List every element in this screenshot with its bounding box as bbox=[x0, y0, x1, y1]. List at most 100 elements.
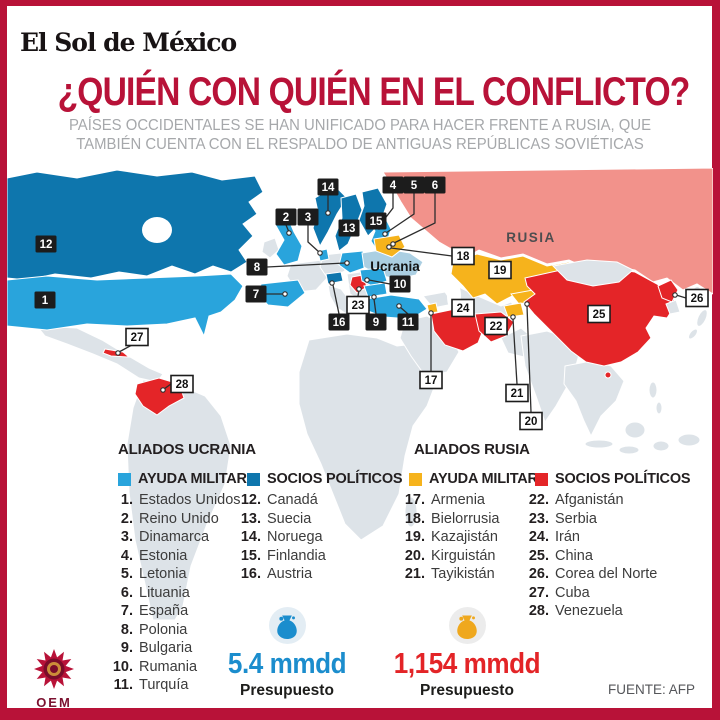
frame-border-bottom bbox=[0, 708, 720, 720]
russia-military-label: AYUDA MILITAR bbox=[429, 471, 538, 487]
money-bag-icon bbox=[268, 607, 306, 644]
ukraine-military-legend: AYUDA MILITAR bbox=[118, 471, 247, 487]
country-new-guinea bbox=[677, 433, 701, 447]
russia-political-legend: SOCIOS POLÍTICOS bbox=[535, 471, 691, 487]
country-japan bbox=[688, 328, 698, 340]
country-philippines bbox=[655, 401, 663, 415]
map-label-20: 20 bbox=[519, 411, 543, 431]
ukraine-budget: 5.4 mmdd Presupuesto bbox=[199, 607, 375, 700]
connector-lines bbox=[115, 193, 687, 413]
masthead-logo: El Sol de México bbox=[20, 28, 237, 57]
ukraine-military-list: 1. Estados Unidos 2. Reino Unido 3. Dinamar… bbox=[107, 491, 241, 695]
list-item: 6. Lituania bbox=[120, 584, 190, 601]
country-south-korea bbox=[665, 299, 681, 315]
list-item: 21. Tayikistán bbox=[404, 566, 495, 582]
map-label-21: 21 bbox=[505, 383, 529, 403]
svg-text:5: 5 bbox=[411, 180, 418, 192]
russia-political-label: SOCIOS POLÍTICOS bbox=[555, 471, 691, 487]
svg-text:28: 28 bbox=[176, 379, 189, 391]
list-item: 2. Reino Unido bbox=[120, 510, 219, 527]
svg-text:20: 20 bbox=[525, 416, 538, 428]
svg-text:15: 15 bbox=[370, 216, 383, 228]
svg-text:8: 8 bbox=[254, 262, 261, 274]
map-label-8: 8 bbox=[246, 258, 268, 276]
russia-political-list: 22. Afganistán 23. Serbia 24. Irán 25. China… bbox=[523, 491, 658, 621]
ukraine-map-label: Ucrania bbox=[370, 259, 420, 274]
country-africa bbox=[298, 333, 438, 541]
svg-text:3: 3 bbox=[305, 212, 311, 224]
map-label-6: 6 bbox=[424, 176, 446, 194]
list-item: 20. Kirguistán bbox=[404, 547, 496, 564]
svg-text:17: 17 bbox=[425, 375, 438, 387]
russia-military-list: 17. Armenia 18. Bielorrusia 19. Kazajistán … bbox=[399, 491, 500, 584]
map-label-13: 13 bbox=[338, 219, 360, 237]
oem-sun-icon bbox=[34, 649, 74, 689]
subtitle-line-2: TAMBIÉN CUENTA CON EL RESPALDO DE ANTIGU… bbox=[76, 136, 644, 153]
list-item: 1. Estados Unidos bbox=[120, 492, 241, 508]
map-label-16: 16 bbox=[328, 313, 350, 331]
list-item: 28. Venezuela bbox=[528, 603, 623, 619]
frame-border-top bbox=[0, 0, 720, 6]
budget-amount: 5.4 mmdd bbox=[227, 648, 347, 680]
russia-map-label: RUSIA bbox=[506, 230, 556, 245]
map-label-11: 11 bbox=[397, 313, 419, 331]
country-japan bbox=[696, 309, 708, 327]
map-label-27: 27 bbox=[125, 327, 149, 347]
country-indonesia bbox=[618, 445, 640, 455]
svg-text:18: 18 bbox=[457, 251, 470, 263]
subtitle: PAÍSES OCCIDENTALES SE HAN UNIFICADO PAR… bbox=[25, 116, 695, 154]
ukraine-political-swatch bbox=[247, 472, 260, 486]
country-madagascar bbox=[404, 496, 418, 528]
country-armenia bbox=[426, 302, 439, 314]
svg-text:23: 23 bbox=[352, 300, 365, 312]
map-label-9: 9 bbox=[365, 313, 387, 331]
ukraine-allies-heading: ALIADOS UCRANIA bbox=[118, 441, 256, 458]
money-bag-icon bbox=[448, 607, 486, 644]
page-title: ¿QUIÉN CON QUIÉN EN EL CONFLICTO? bbox=[57, 70, 691, 114]
map-label-5: 5 bbox=[403, 176, 425, 194]
map-label-2: 2 bbox=[275, 208, 297, 226]
map-label-26: 26 bbox=[685, 288, 709, 308]
country-borneo bbox=[624, 421, 646, 439]
svg-text:19: 19 bbox=[494, 265, 507, 277]
list-item: 24. Irán bbox=[528, 529, 580, 545]
map-label-22: 22 bbox=[484, 316, 508, 336]
subtitle-line-1: PAÍSES OCCIDENTALES SE HAN UNIFICADO PAR… bbox=[68, 117, 652, 134]
ukraine-political-list: 12. Canadá 13. Suecia 14. Noruega 15. Finlan… bbox=[235, 491, 326, 584]
country-canada bbox=[7, 169, 264, 281]
frame-border-right bbox=[712, 0, 720, 720]
map-label-17: 17 bbox=[419, 370, 443, 390]
country-mongolia bbox=[551, 259, 634, 287]
map-label-7: 7 bbox=[245, 285, 267, 303]
list-item: 23. Serbia bbox=[528, 510, 597, 527]
ukraine-political-legend: SOCIOS POLÍTICOS bbox=[247, 471, 403, 487]
map-label-1: 1 bbox=[34, 291, 56, 309]
budget-caption: Presupuesto bbox=[240, 682, 334, 699]
map-label-19: 19 bbox=[488, 260, 512, 280]
country-usa bbox=[7, 273, 244, 338]
list-item: 3. Dinamarca bbox=[120, 529, 210, 545]
country-philippines bbox=[648, 381, 658, 399]
frame-border-left bbox=[0, 0, 7, 720]
svg-text:13: 13 bbox=[343, 223, 356, 235]
list-item: 16. Austria bbox=[240, 566, 313, 582]
ukraine-military-swatch bbox=[118, 472, 131, 486]
svg-text:22: 22 bbox=[490, 321, 503, 333]
list-item: 19. Kazajistán bbox=[404, 529, 498, 545]
map-label-18: 18 bbox=[451, 246, 475, 266]
country-russia bbox=[382, 168, 713, 295]
map-label-4: 4 bbox=[382, 176, 404, 194]
budget-caption: Presupuesto bbox=[420, 682, 514, 699]
map-label-25: 25 bbox=[587, 304, 611, 324]
list-item: 12. Canadá bbox=[240, 492, 318, 508]
country-ireland bbox=[261, 237, 280, 259]
list-item: 4. Estonia bbox=[120, 547, 188, 564]
svg-text:12: 12 bbox=[40, 239, 53, 251]
svg-text:10: 10 bbox=[394, 279, 407, 291]
svg-text:27: 27 bbox=[131, 332, 144, 344]
svg-text:14: 14 bbox=[322, 182, 335, 194]
country-indonesia bbox=[584, 439, 614, 449]
map-label-10: 10 bbox=[389, 275, 411, 293]
list-item: 18. Bielorrusia bbox=[404, 510, 500, 527]
svg-text:1: 1 bbox=[42, 295, 49, 307]
